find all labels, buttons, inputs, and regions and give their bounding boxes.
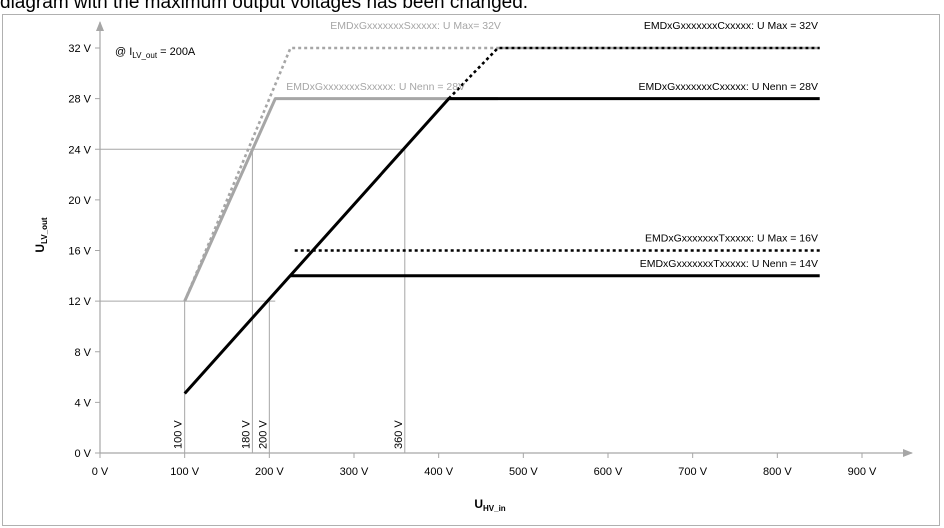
- axes: 0 V 4 V 8 V 12 V 16 V 20 V 24 V 28 V 32 V 0 V 100 …: [68, 21, 913, 478]
- guide-lines: 100 V 180 V 200 V 360 V: [100, 148, 406, 453]
- x-tick-label: 300 V: [340, 466, 369, 478]
- y-tick-label: 32 V: [68, 43, 91, 55]
- x-tick-label: 200 V: [255, 466, 284, 478]
- x-tick-label: 100 V: [170, 466, 199, 478]
- x-tick-label: 0 V: [92, 466, 109, 478]
- x-tick-label: 800 V: [763, 466, 792, 478]
- y-tick-label: 20 V: [68, 195, 91, 207]
- x-tick-label: 600 V: [594, 466, 623, 478]
- x-tick-label: 700 V: [678, 466, 707, 478]
- guide-x-label: 360 V: [393, 420, 405, 449]
- x-tick-label: 400 V: [424, 466, 453, 478]
- series-line-2: [183, 97, 498, 302]
- chart-labels: EMDxGxxxxxxxSxxxxx: U Max= 32V EMDxGxxxxx…: [33, 20, 818, 513]
- y-tick-label: 8 V: [74, 347, 91, 359]
- series-lines: [183, 46, 820, 395]
- series-annotation: EMDxGxxxxxxxCxxxxx: U Max = 32V: [644, 20, 818, 32]
- x-axis-title-sub: HV_in: [483, 504, 506, 513]
- series-line-4: [183, 97, 820, 395]
- series-annotation: EMDxGxxxxxxxSxxxxx: U Nenn = 28V: [286, 81, 465, 93]
- y-axis-title: ULV_out: [33, 217, 49, 253]
- condition-prefix: @ I: [115, 46, 132, 58]
- condition-subscript: LV_out: [132, 51, 158, 60]
- guide-x-label: 180 V: [240, 420, 252, 449]
- x-axis-title: UHV_in: [474, 497, 505, 513]
- condition-label: @ ILV_out = 200A: [115, 46, 196, 60]
- series-annotation: EMDxGxxxxxxxTxxxxx: U Nenn = 14V: [640, 258, 818, 270]
- series-annotation: EMDxGxxxxxxxCxxxxx: U Nenn = 28V: [639, 81, 818, 93]
- y-tick-label: 12 V: [68, 296, 91, 308]
- y-tick-label: 28 V: [68, 94, 91, 106]
- y-axis-title-main: U: [33, 244, 47, 253]
- guide-x-label: 200 V: [257, 420, 269, 449]
- y-axis-title-sub: LV_out: [40, 217, 49, 244]
- condition-suffix: = 200A: [157, 46, 196, 58]
- y-tick-label: 24 V: [68, 144, 91, 156]
- guide-x-label: 100 V: [173, 420, 185, 449]
- y-tick-label: 4 V: [74, 397, 91, 409]
- y-tick-label: 16 V: [68, 246, 91, 258]
- chart-frame: [2, 14, 940, 526]
- x-tick-label: 500 V: [509, 466, 538, 478]
- x-axis-title-main: U: [474, 497, 483, 511]
- x-tick-label: 900 V: [848, 466, 877, 478]
- series-annotation: EMDxGxxxxxxxTxxxxx: U Max = 16V: [645, 233, 818, 245]
- caption-text: diagram with the maximum output voltages…: [0, 0, 529, 13]
- series-annotation: EMDxGxxxxxxxSxxxxx: U Max= 32V: [330, 20, 501, 32]
- y-tick-label: 0 V: [74, 448, 91, 460]
